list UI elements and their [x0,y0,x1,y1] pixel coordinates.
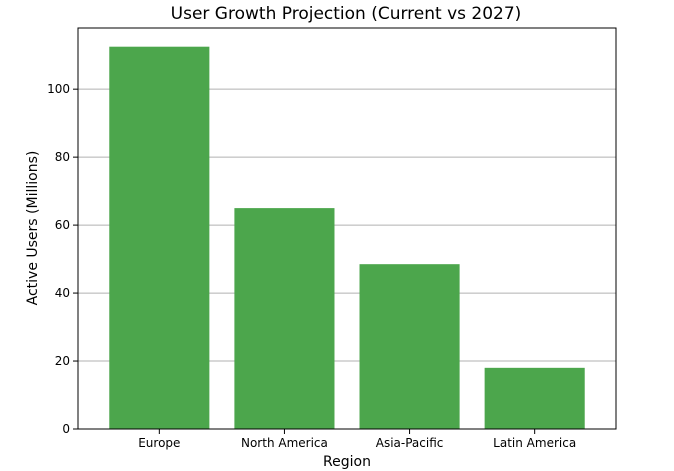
bar-latin-america [484,367,585,429]
x-tick-label: Asia-Pacific [376,436,444,450]
chart-title: User Growth Projection (Current vs 2027) [171,4,522,24]
y-axis-title: Active Users (Millions) [25,151,41,306]
y-tick-label: 20 [55,354,70,368]
bar-north-america [234,208,335,429]
x-tick-label: Europe [138,436,180,450]
x-axis-title: Region [323,454,371,470]
x-tick-label: North America [241,436,328,450]
y-tick-label: 60 [55,218,70,232]
y-tick-label: 0 [62,422,70,436]
bar-asia-pacific [359,264,460,429]
bars [109,46,585,430]
axis-ticks: 0 20 40 60 80 100 Europe North America Asia-Paci… [47,82,576,450]
y-tick-label: 80 [55,150,70,164]
bar-europe [109,46,210,430]
plot-frame [77,27,617,430]
x-tick-label: Latin America [493,436,576,450]
y-tick-label: 100 [47,82,70,96]
y-tick-label: 40 [55,286,70,300]
